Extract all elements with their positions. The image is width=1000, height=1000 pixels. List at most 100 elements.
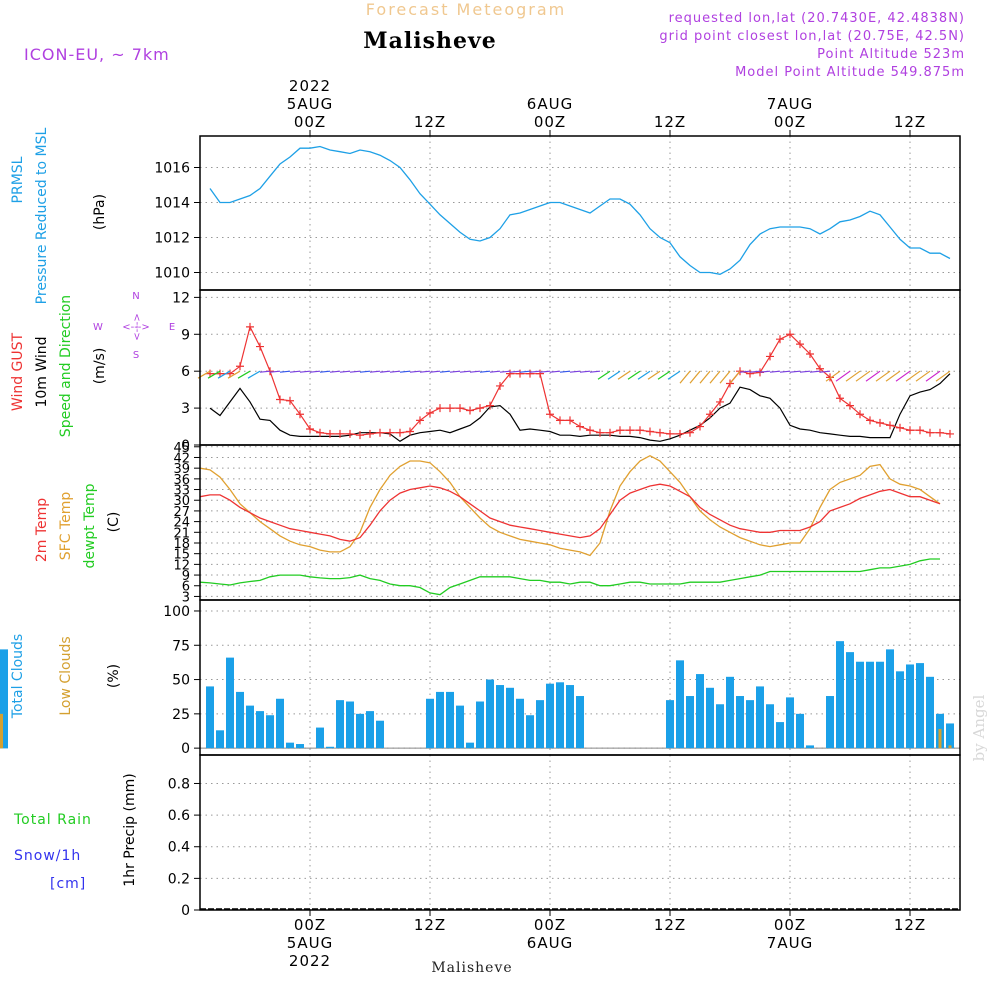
precip-frame bbox=[199, 754, 961, 911]
total-cloud-bar bbox=[326, 746, 334, 749]
temp-ytick-label: 21 bbox=[173, 526, 190, 541]
wind-direction-arrow bbox=[519, 370, 531, 373]
total-cloud-bar bbox=[366, 711, 374, 749]
clouds-unit: (%) bbox=[106, 664, 122, 688]
gust-marker bbox=[436, 404, 444, 413]
total-cloud-bar bbox=[316, 727, 324, 749]
temp-unit: (C) bbox=[106, 512, 122, 533]
gust-marker bbox=[376, 428, 384, 437]
precip-ytick-label: 0.6 bbox=[168, 808, 190, 824]
gust-line bbox=[210, 325, 951, 436]
gust-marker bbox=[506, 369, 514, 378]
total-cloud-bar bbox=[566, 685, 574, 749]
temp2m-line bbox=[199, 483, 941, 542]
clouds-ytick-label: 75 bbox=[172, 638, 190, 654]
total-cloud-bar bbox=[296, 744, 304, 749]
wind-ytick-label: 6 bbox=[181, 364, 190, 380]
total-cloud-bar bbox=[886, 649, 894, 749]
wind-direction-arrow bbox=[759, 370, 771, 373]
wind-direction-arrow bbox=[905, 370, 921, 382]
wind-direction-arrow bbox=[895, 370, 911, 382]
pressure-ytick-label: 1014 bbox=[154, 196, 190, 212]
gust-marker bbox=[696, 422, 704, 431]
gust-marker bbox=[276, 395, 284, 404]
wind-direction-arrow bbox=[647, 370, 661, 380]
dewpt-line bbox=[199, 558, 940, 596]
wind-direction-arrow bbox=[237, 370, 251, 379]
gust-marker bbox=[406, 427, 414, 436]
product-title: Forecast Meteogram bbox=[366, 0, 566, 19]
wind-direction-arrow bbox=[935, 370, 951, 382]
sfc-temp-label: SFC Temp bbox=[58, 492, 74, 561]
total-cloud-bar bbox=[446, 691, 454, 749]
precip-ytick-label: 0 bbox=[181, 903, 190, 919]
compass-vertical: <---> bbox=[132, 313, 143, 341]
wind-direction-arrow bbox=[679, 370, 691, 384]
top-time-label: 12Z bbox=[894, 113, 926, 131]
wind-direction-arrow bbox=[349, 370, 361, 373]
plot-area: 1010101210141016036912369121518212427303… bbox=[0, 77, 961, 970]
gust-marker bbox=[726, 379, 734, 388]
gust-marker bbox=[306, 425, 314, 434]
bottom-time-label: 6AUG bbox=[527, 934, 573, 952]
temp-ytick-label: 18 bbox=[173, 537, 190, 552]
gust-marker bbox=[356, 431, 364, 440]
requested-coords: requested lon,lat (20.7430E, 42.4838N) bbox=[669, 11, 965, 26]
total-cloud-bar bbox=[836, 641, 844, 749]
gust-label: Wind GUST bbox=[10, 332, 26, 411]
wind-direction-arrow bbox=[607, 370, 621, 380]
wind-ytick-label: 9 bbox=[181, 327, 190, 343]
temp-ytick-label: 9 bbox=[182, 569, 190, 584]
wind-direction-arrow bbox=[845, 370, 861, 382]
low-cloud-bar bbox=[948, 745, 952, 749]
total-cloud-bar bbox=[356, 713, 364, 749]
wind-direction-arrow bbox=[689, 370, 701, 384]
total-cloud-bar bbox=[806, 745, 814, 749]
wind-direction-arrow bbox=[885, 370, 901, 382]
gust-marker bbox=[486, 401, 494, 410]
total-cloud-bar bbox=[696, 674, 704, 749]
total-cloud-bar bbox=[486, 679, 494, 749]
temp-ytick-label: 24 bbox=[173, 516, 190, 531]
gust-marker bbox=[456, 404, 464, 413]
wind-direction-arrow bbox=[289, 370, 301, 373]
total-cloud-bar bbox=[706, 687, 714, 749]
bottom-time-label: 12Z bbox=[414, 916, 446, 934]
temp-ytick-label: 6 bbox=[182, 580, 190, 595]
wind-direction-arrow bbox=[719, 370, 731, 384]
top-time-label: 6AUG bbox=[527, 95, 573, 113]
total-cloud-bar bbox=[436, 691, 444, 749]
wind-direction-arrow bbox=[247, 370, 261, 379]
total-cloud-bar bbox=[0, 694, 8, 749]
total-cloud-bar bbox=[916, 663, 924, 749]
gust-marker bbox=[476, 404, 484, 413]
temp-ytick-label: 3 bbox=[182, 590, 190, 605]
total-cloud-bar bbox=[536, 700, 544, 749]
gust-marker bbox=[216, 369, 224, 378]
gust-marker bbox=[326, 429, 334, 438]
wind-ytick-label: 12 bbox=[172, 290, 190, 306]
total-cloud-bar bbox=[206, 686, 214, 749]
wind-direction-arrow bbox=[779, 370, 791, 373]
gust-marker bbox=[946, 429, 954, 438]
gust-marker bbox=[466, 406, 474, 415]
total-cloud-bar bbox=[476, 701, 484, 749]
wind-direction-label: Speed and Direction bbox=[58, 295, 74, 437]
gust-marker bbox=[806, 349, 814, 358]
total-cloud-bar bbox=[786, 697, 794, 749]
wind-direction-arrow bbox=[627, 370, 641, 380]
gust-marker bbox=[866, 416, 874, 425]
gust-marker bbox=[926, 428, 934, 437]
wind-ytick-label: 3 bbox=[181, 401, 190, 417]
bottom-time-label: 00Z bbox=[534, 916, 566, 934]
compass-horizontal: <---> bbox=[122, 322, 150, 333]
total-cloud-bar bbox=[266, 715, 274, 749]
precip-ytick-label: 0.2 bbox=[168, 871, 190, 887]
wind-direction-arrow bbox=[709, 370, 721, 384]
total-cloud-bar bbox=[246, 705, 254, 749]
wind-direction-arrow bbox=[835, 370, 851, 382]
wind-direction-arrow bbox=[409, 370, 421, 373]
bottom-time-label: 7AUG bbox=[767, 934, 813, 952]
signature-watermark: by Angel bbox=[970, 694, 988, 761]
